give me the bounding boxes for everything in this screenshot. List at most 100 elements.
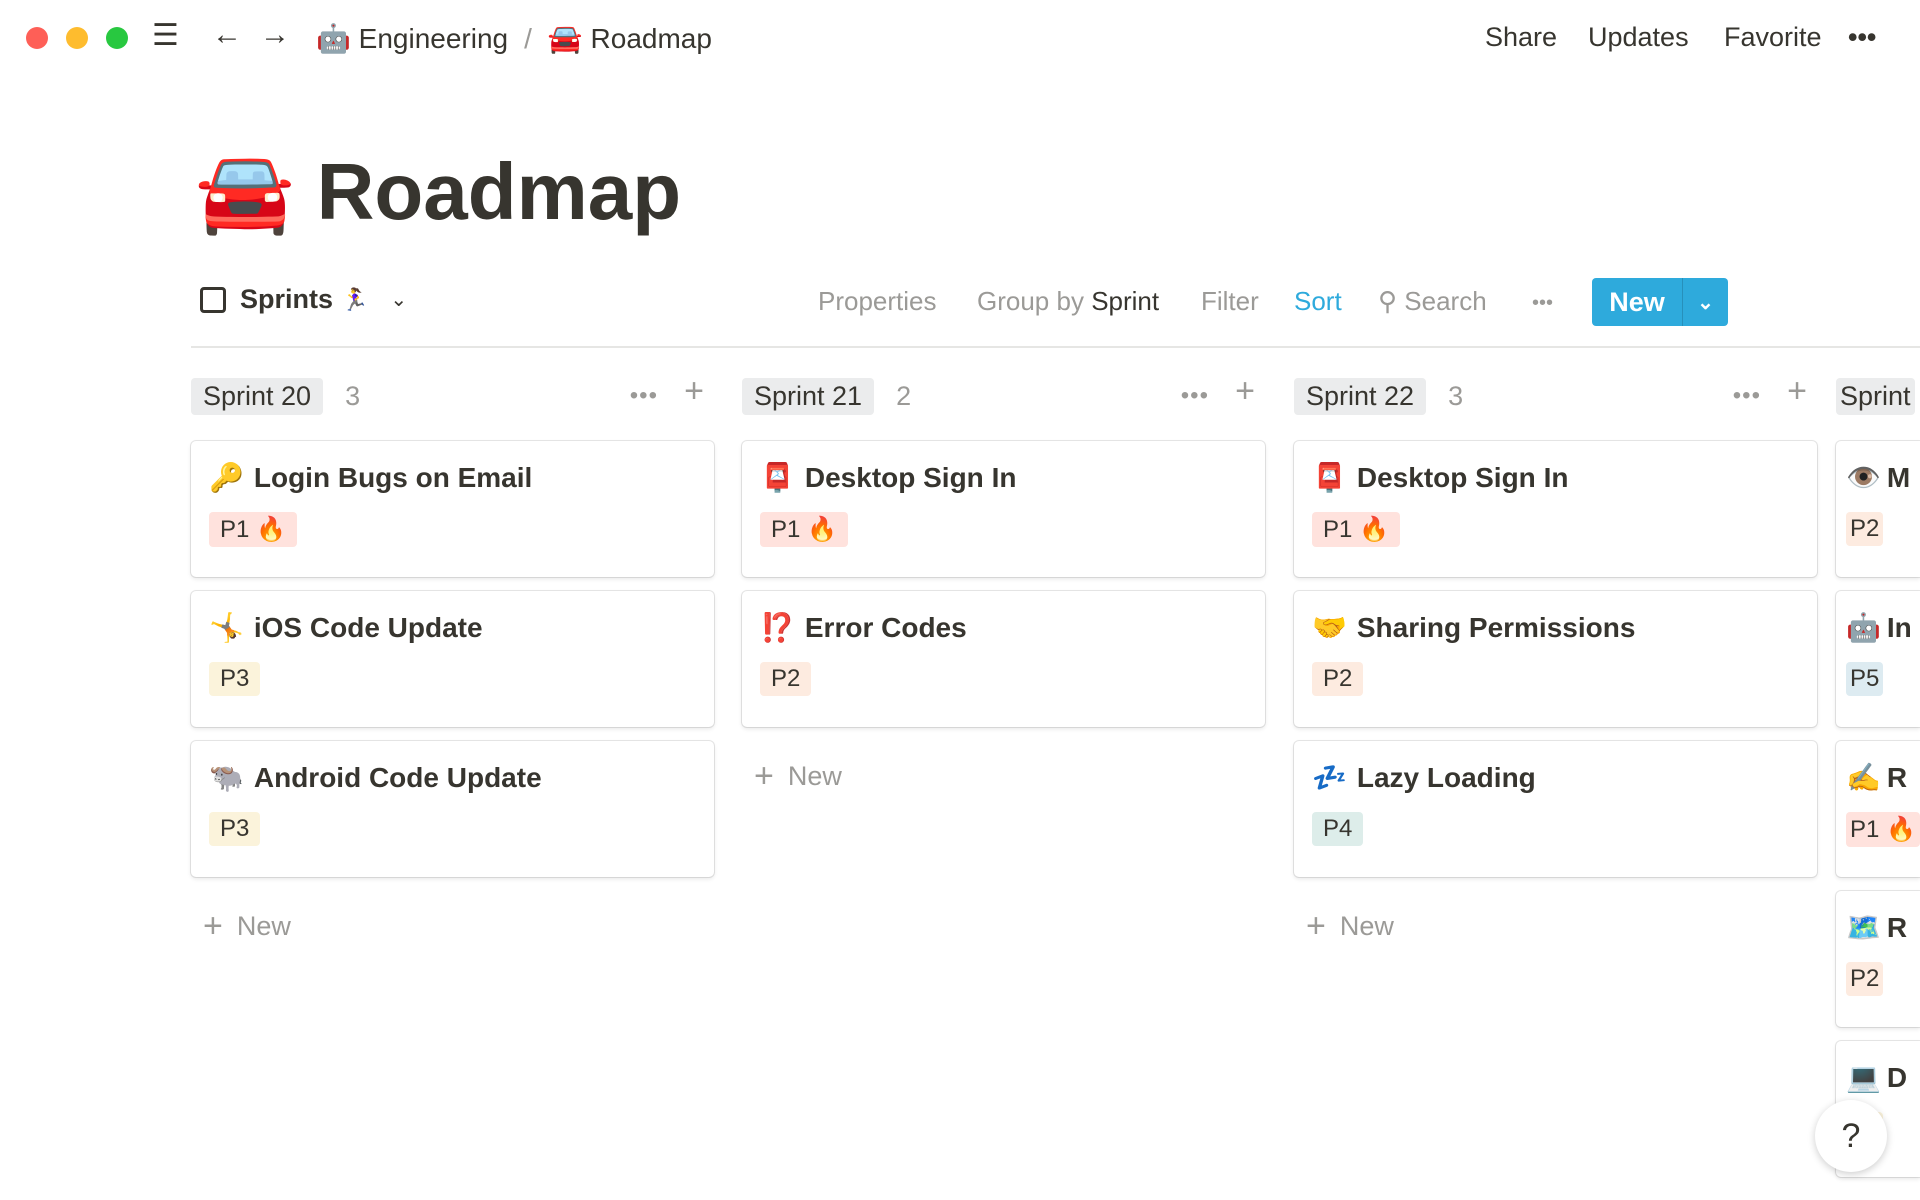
card-emoji-icon: ✍️	[1846, 762, 1881, 793]
priority-tag: P1 🔥	[1312, 512, 1400, 547]
close-window-button[interactable]	[26, 27, 48, 49]
plus-icon: +	[203, 907, 223, 945]
card-title: Desktop Sign In	[1356, 461, 1569, 493]
toolbar-more-button[interactable]: •••	[1532, 292, 1554, 314]
share-button[interactable]: Share	[1485, 22, 1558, 52]
priority-tag: P1 🔥	[209, 512, 297, 547]
add-card-plus-icon[interactable]: +	[1787, 372, 1807, 410]
priority-tag: P3	[209, 662, 261, 696]
properties-button[interactable]: Properties	[818, 286, 937, 316]
new-button[interactable]: New	[1592, 278, 1683, 326]
more-options-button[interactable]: •••	[1848, 22, 1877, 52]
plus-icon: +	[1306, 907, 1326, 945]
column-more-button[interactable]: •••	[629, 382, 658, 409]
board-card[interactable]: 👁️ M P2	[1836, 441, 1920, 577]
add-card-plus-icon[interactable]: +	[1235, 372, 1255, 410]
card-title: Sharing Permissions	[1356, 611, 1636, 643]
board-card[interactable]: 🐃 Android Code Update P3	[191, 741, 714, 877]
filter-button[interactable]: Filter	[1201, 286, 1259, 316]
priority-tag: P3	[209, 812, 261, 846]
priority-tag: P1 🔥	[1846, 812, 1920, 847]
breadcrumb: 🤖 Engineering / 🚘 Roadmap	[316, 22, 712, 55]
board-card[interactable]: 📮 Desktop Sign In P1 🔥	[1294, 441, 1817, 577]
car-icon: 🚘	[195, 147, 295, 236]
board-card[interactable]: 💤 Lazy Loading P4	[1294, 741, 1817, 877]
forward-arrow-icon[interactable]: →	[260, 18, 290, 51]
board-card[interactable]: ✍️ R P1 🔥	[1836, 741, 1920, 877]
breadcrumb-item-engineering[interactable]: 🤖 Engineering	[316, 22, 508, 55]
new-label: New	[787, 761, 842, 791]
view-name: Sprints	[240, 284, 334, 314]
card-title: M	[1886, 461, 1911, 493]
card-emoji-icon: 🤸	[209, 612, 244, 643]
add-new-card-button[interactable]: + New	[1294, 907, 1817, 946]
card-emoji-icon: 🗺️	[1846, 912, 1881, 943]
board-column: Sprint 22 3 ••• + 📮 Desktop Sign In P1 🔥 🤝 Shari…	[1294, 372, 1817, 946]
group-prefix: Group by	[977, 286, 1084, 316]
board-card[interactable]: 🤝 Sharing Permissions P2	[1294, 591, 1817, 727]
group-name[interactable]: Sprint	[1836, 377, 1915, 415]
new-dropdown-chevron-icon[interactable]: ⌄	[1697, 291, 1714, 314]
plus-icon: +	[754, 757, 774, 795]
board-card[interactable]: ⁉️ Error Codes P2	[742, 591, 1265, 727]
runner-icon: 🏃‍♀️	[341, 286, 369, 312]
maximize-window-button[interactable]	[106, 27, 128, 49]
column-more-button[interactable]: •••	[1732, 382, 1761, 409]
board-column: Sprint 21 2 ••• + 📮 Desktop Sign In P1 🔥 ⁉️ Erro…	[742, 372, 1265, 796]
search-button[interactable]: ⚲ Search	[1378, 286, 1487, 317]
updates-button[interactable]: Updates	[1588, 22, 1689, 52]
group-count: 2	[896, 380, 912, 411]
robot-icon: 🤖	[316, 23, 351, 54]
add-new-card-button[interactable]: + New	[742, 757, 1265, 796]
card-emoji-icon: 🤖	[1846, 612, 1881, 643]
group-value: Sprint	[1091, 286, 1160, 316]
breadcrumb-separator: /	[524, 22, 532, 54]
column-header: Sprint 21 2 ••• +	[742, 372, 1265, 416]
group-name[interactable]: Sprint 20	[191, 377, 324, 415]
add-card-plus-icon[interactable]: +	[684, 372, 704, 410]
help-button[interactable]: ?	[1815, 1100, 1887, 1172]
board-card[interactable]: 🤸 iOS Code Update P3	[191, 591, 714, 727]
group-count: 3	[1448, 380, 1464, 411]
board-card[interactable]: 🤖 In P5	[1836, 591, 1920, 727]
card-title: Lazy Loading	[1356, 761, 1536, 793]
back-arrow-icon[interactable]: ←	[212, 18, 242, 51]
card-title: Android Code Update	[253, 761, 542, 793]
column-header: Sprint 22 3 ••• +	[1294, 372, 1817, 416]
search-icon: ⚲	[1378, 286, 1398, 316]
breadcrumb-label: Engineering	[358, 23, 509, 54]
card-title: D	[1886, 1061, 1908, 1093]
card-title: Desktop Sign In	[804, 461, 1017, 493]
page-title-text[interactable]: Roadmap	[316, 147, 682, 236]
priority-tag: P2	[1312, 662, 1364, 696]
card-emoji-icon: 🔑	[209, 462, 244, 493]
add-new-card-button[interactable]: + New	[191, 907, 714, 946]
menu-icon[interactable]: ☰	[152, 19, 179, 52]
card-title: R	[1886, 761, 1908, 793]
group-name[interactable]: Sprint 21	[742, 377, 875, 415]
column-more-button[interactable]: •••	[1180, 382, 1209, 409]
card-title: In	[1886, 611, 1912, 643]
card-emoji-icon: ⁉️	[760, 612, 795, 643]
breadcrumb-item-roadmap[interactable]: 🚘 Roadmap	[548, 22, 712, 55]
divider	[191, 346, 1920, 348]
view-selector[interactable]: Sprints 🏃‍♀️ ⌄	[200, 284, 407, 315]
board-card[interactable]: 📮 Desktop Sign In P1 🔥	[742, 441, 1265, 577]
card-emoji-icon: 📮	[760, 462, 795, 493]
sort-button[interactable]: Sort	[1294, 286, 1342, 316]
group-count: 3	[345, 380, 361, 411]
board-card[interactable]: 🔑 Login Bugs on Email P1 🔥	[191, 441, 714, 577]
new-label: New	[236, 911, 291, 941]
priority-tag: P2	[760, 662, 812, 696]
group-name[interactable]: Sprint 22	[1294, 377, 1427, 415]
board-card[interactable]: 🗺️ R P2	[1836, 891, 1920, 1027]
card-emoji-icon: 💻	[1846, 1062, 1881, 1093]
card-emoji-icon: 📮	[1312, 462, 1347, 493]
group-by-button[interactable]: Group by Sprint	[977, 286, 1159, 317]
minimize-window-button[interactable]	[66, 27, 88, 49]
breadcrumb-label: Roadmap	[590, 23, 712, 54]
board-icon	[200, 286, 226, 313]
card-emoji-icon: 💤	[1312, 762, 1347, 793]
page-title: 🚘 Roadmap	[195, 145, 681, 239]
favorite-button[interactable]: Favorite	[1724, 22, 1822, 52]
